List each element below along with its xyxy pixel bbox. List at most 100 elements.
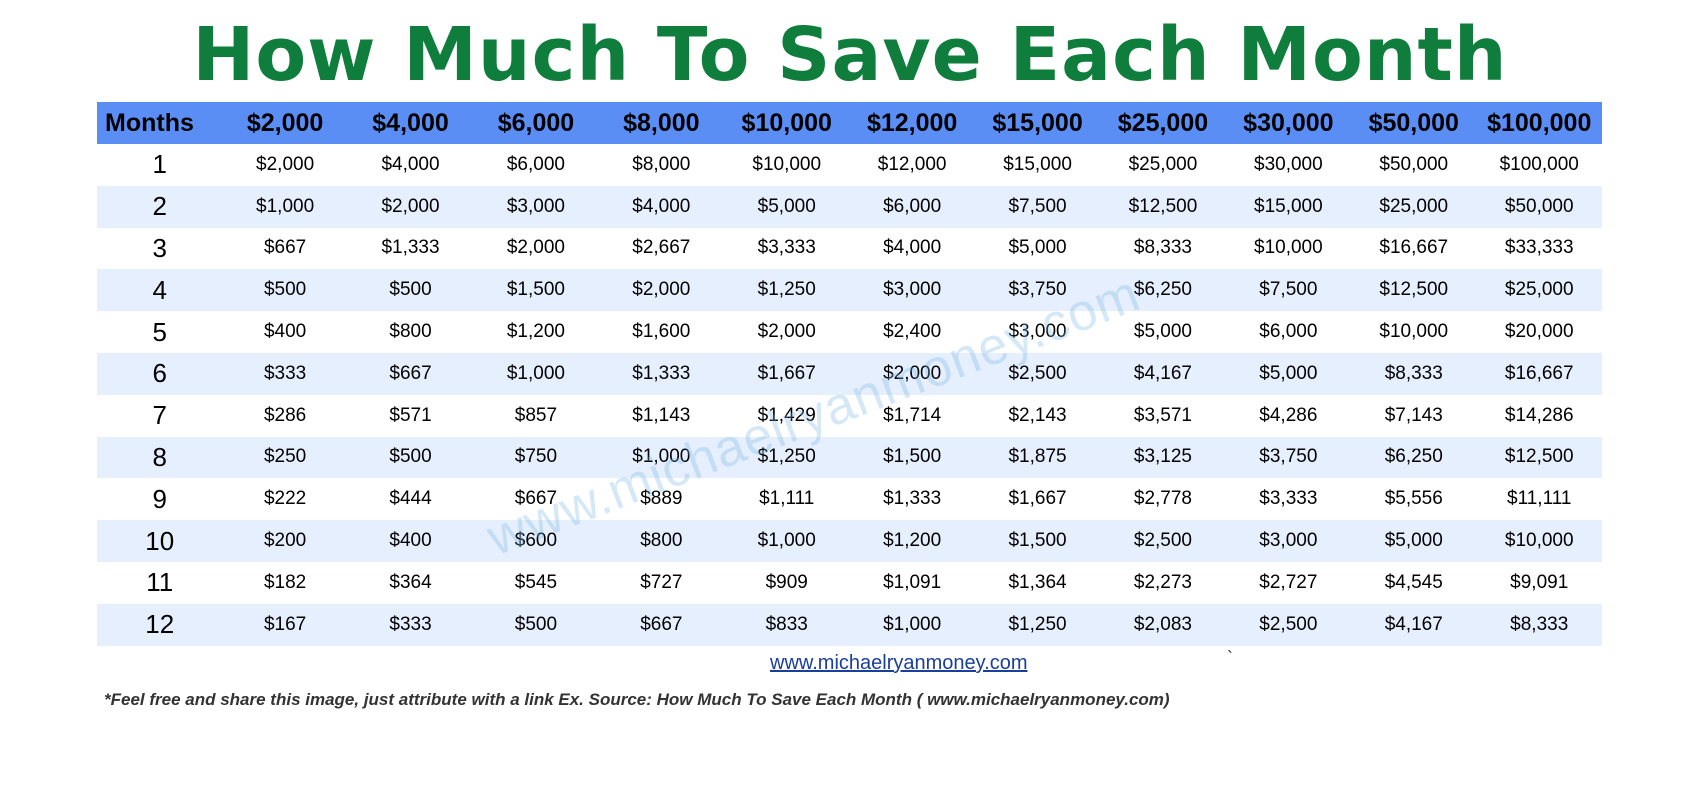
amount-cell: $2,000 xyxy=(473,227,599,270)
amount-cell: $15,000 xyxy=(974,144,1101,186)
amount-cell: $100,000 xyxy=(1476,144,1602,186)
amount-cell: $2,400 xyxy=(849,311,975,353)
amount-cell: $909 xyxy=(724,561,850,604)
header-cell-goal: $6,000 xyxy=(473,102,599,144)
amount-cell: $1,333 xyxy=(598,352,725,395)
amount-cell: $400 xyxy=(347,520,474,562)
table-row: 6 $333 $667 $1,000 $1,333 $1,667 $2,000 $2,500 $… xyxy=(97,352,1602,395)
table-row: 12 $167 $333 $500 $667 $833 $1,000 $1,250 $2,083… xyxy=(97,603,1602,646)
amount-cell: $667 xyxy=(473,478,599,521)
amount-cell: $1,250 xyxy=(724,436,850,479)
savings-table: Months $2,000 $4,000 $6,000 $8,000 $10,0… xyxy=(97,102,1602,646)
amount-cell: $20,000 xyxy=(1476,311,1602,353)
amount-cell: $10,000 xyxy=(1476,520,1602,562)
amount-cell: $889 xyxy=(598,478,725,521)
header-cell-goal: $2,000 xyxy=(222,102,348,144)
amount-cell: $5,000 xyxy=(1100,311,1226,353)
amount-cell: $16,667 xyxy=(1351,227,1477,270)
amount-cell: $1,364 xyxy=(974,561,1101,604)
amount-cell: $10,000 xyxy=(1351,311,1477,353)
month-cell: 6 xyxy=(97,352,223,395)
amount-cell: $12,000 xyxy=(849,144,975,186)
amount-cell: $2,000 xyxy=(222,144,348,186)
amount-cell: $1,250 xyxy=(724,269,850,312)
amount-cell: $5,000 xyxy=(974,227,1101,270)
amount-cell: $571 xyxy=(347,394,474,437)
amount-cell: $1,714 xyxy=(849,394,975,437)
amount-cell: $4,545 xyxy=(1351,561,1477,604)
amount-cell: $3,000 xyxy=(1225,520,1352,562)
amount-cell: $333 xyxy=(347,603,474,646)
amount-cell: $2,500 xyxy=(1225,603,1352,646)
header-row: Months $2,000 $4,000 $6,000 $8,000 $10,0… xyxy=(97,102,1602,144)
amount-cell: $500 xyxy=(347,269,474,312)
amount-cell: $5,000 xyxy=(1351,520,1477,562)
amount-cell: $286 xyxy=(222,394,348,437)
attribution-footnote: *Feel free and share this image, just at… xyxy=(104,690,1170,709)
header-cell-goal: $25,000 xyxy=(1100,102,1226,144)
amount-cell: $8,333 xyxy=(1351,352,1477,395)
amount-cell: $30,000 xyxy=(1225,144,1352,186)
page-title: How Much To Save Each Month xyxy=(192,12,1508,98)
site-link[interactable]: www.michaelryanmoney.com xyxy=(770,652,1028,674)
header-cell-goal: $30,000 xyxy=(1225,102,1352,144)
stray-mark: ` xyxy=(1227,648,1233,668)
amount-cell: $1,500 xyxy=(473,269,599,312)
amount-cell: $2,000 xyxy=(849,352,975,395)
amount-cell: $3,333 xyxy=(1225,478,1352,521)
header-cell-goal: $12,000 xyxy=(849,102,975,144)
amount-cell: $4,286 xyxy=(1225,394,1352,437)
month-cell: 2 xyxy=(97,185,223,228)
amount-cell: $6,000 xyxy=(849,185,975,228)
amount-cell: $3,000 xyxy=(849,269,975,312)
amount-cell: $10,000 xyxy=(724,144,850,186)
amount-cell: $2,000 xyxy=(724,311,850,353)
amount-cell: $2,083 xyxy=(1100,603,1226,646)
table-row: 2 $1,000 $2,000 $3,000 $4,000 $5,000 $6,000 $7,… xyxy=(97,185,1602,228)
amount-cell: $667 xyxy=(347,352,474,395)
amount-cell: $12,500 xyxy=(1100,185,1226,228)
amount-cell: $400 xyxy=(222,311,348,353)
month-cell: 1 xyxy=(97,144,223,186)
amount-cell: $222 xyxy=(222,478,348,521)
table-body: 1 $2,000 $4,000 $6,000 $8,000 $10,000 $12,000 $… xyxy=(97,144,1602,646)
month-cell: 4 xyxy=(97,269,223,312)
table-row: 3 $667 $1,333 $2,000 $2,667 $3,333 $4,000 $5,00… xyxy=(97,227,1602,270)
amount-cell: $2,500 xyxy=(974,352,1101,395)
amount-cell: $250 xyxy=(222,436,348,479)
amount-cell: $3,333 xyxy=(724,227,850,270)
month-cell: 7 xyxy=(97,394,223,437)
header-cell-goal: $8,000 xyxy=(598,102,725,144)
amount-cell: $10,000 xyxy=(1225,227,1352,270)
header-cell-goal: $15,000 xyxy=(974,102,1101,144)
table-row: 9 $222 $444 $667 $889 $1,111 $1,333 $1,667 $2,77… xyxy=(97,478,1602,521)
amount-cell: $7,500 xyxy=(1225,269,1352,312)
amount-cell: $500 xyxy=(347,436,474,479)
amount-cell: $1,200 xyxy=(473,311,599,353)
amount-cell: $545 xyxy=(473,561,599,604)
amount-cell: $3,750 xyxy=(1225,436,1352,479)
amount-cell: $1,429 xyxy=(724,394,850,437)
amount-cell: $4,000 xyxy=(598,185,725,228)
amount-cell: $6,000 xyxy=(1225,311,1352,353)
amount-cell: $1,600 xyxy=(598,311,725,353)
amount-cell: $833 xyxy=(724,603,850,646)
amount-cell: $3,125 xyxy=(1100,436,1226,479)
amount-cell: $6,250 xyxy=(1100,269,1226,312)
amount-cell: $667 xyxy=(598,603,725,646)
amount-cell: $1,143 xyxy=(598,394,725,437)
amount-cell: $25,000 xyxy=(1351,185,1477,228)
amount-cell: $3,750 xyxy=(974,269,1101,312)
amount-cell: $16,667 xyxy=(1476,352,1602,395)
month-cell: 9 xyxy=(97,478,223,521)
amount-cell: $333 xyxy=(222,352,348,395)
amount-cell: $4,000 xyxy=(849,227,975,270)
amount-cell: $727 xyxy=(598,561,725,604)
amount-cell: $2,727 xyxy=(1225,561,1352,604)
amount-cell: $444 xyxy=(347,478,474,521)
amount-cell: $1,000 xyxy=(598,436,725,479)
amount-cell: $25,000 xyxy=(1476,269,1602,312)
amount-cell: $2,778 xyxy=(1100,478,1226,521)
amount-cell: $5,000 xyxy=(1225,352,1352,395)
amount-cell: $1,333 xyxy=(347,227,474,270)
